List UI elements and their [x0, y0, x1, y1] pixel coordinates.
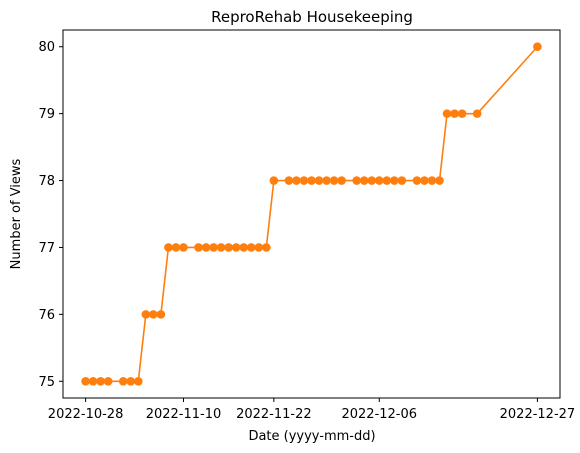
data-point	[179, 243, 188, 252]
data-point	[96, 376, 105, 386]
data-point	[359, 176, 369, 185]
data-point	[134, 376, 143, 386]
y-tick-label: 80	[38, 40, 55, 55]
x-tick-label: 2022-11-10	[146, 407, 222, 422]
data-point	[322, 176, 331, 185]
data-point	[374, 176, 384, 185]
data-point	[149, 310, 158, 319]
data-point	[224, 243, 233, 252]
data-point	[412, 176, 422, 185]
data-point	[141, 310, 151, 319]
data-point	[209, 243, 218, 252]
data-point	[269, 176, 279, 185]
data-point	[442, 109, 452, 118]
y-tick-label: 76	[38, 308, 55, 323]
data-point	[435, 176, 444, 185]
data-point	[367, 176, 377, 185]
series-line	[81, 42, 542, 386]
data-point	[472, 109, 482, 118]
data-point	[284, 176, 294, 185]
data-point	[239, 243, 249, 252]
x-tick-label: 2022-11-22	[236, 407, 312, 422]
data-point	[231, 243, 241, 252]
data-point	[201, 243, 211, 252]
data-point	[103, 376, 113, 386]
data-point	[254, 243, 264, 252]
x-tick-label: 2022-10-28	[48, 407, 124, 422]
data-point	[118, 376, 128, 386]
data-point	[164, 243, 173, 252]
data-point	[156, 310, 166, 319]
data-point	[307, 176, 316, 185]
data-point	[246, 243, 256, 252]
data-point	[329, 176, 339, 185]
y-tick-label: 77	[38, 241, 55, 256]
data-point	[397, 176, 407, 185]
data-point	[88, 376, 98, 386]
x-tick-label: 2022-12-06	[341, 407, 417, 422]
data-point	[450, 109, 459, 118]
x-tick-label: 2022-12-27	[500, 407, 576, 422]
y-tick-label: 79	[38, 107, 55, 122]
data-point	[337, 176, 346, 185]
chart-title: ReproRehab Housekeeping	[211, 8, 413, 26]
data-point	[262, 243, 271, 252]
data-point	[427, 176, 437, 185]
data-point	[299, 176, 309, 185]
data-point	[533, 42, 542, 52]
y-tick-label: 75	[38, 375, 55, 390]
data-point	[194, 243, 203, 252]
x-axis: 2022-10-28 2022-11-10 2022-11-22 2022-12-06…	[48, 398, 575, 422]
data-point	[382, 176, 392, 185]
y-axis-label: Number of Views	[9, 158, 24, 269]
plot-frame	[62, 29, 561, 399]
data-point	[457, 109, 467, 118]
data-point	[314, 176, 324, 185]
data-point	[171, 243, 181, 252]
data-point	[126, 376, 136, 386]
data-point	[352, 176, 361, 185]
data-point	[292, 176, 301, 185]
y-axis: 75 76 77 78 79 80	[38, 40, 63, 390]
data-point	[420, 176, 429, 185]
series-polyline	[85, 46, 539, 383]
x-axis-label: Date (yyyy-mm-dd)	[248, 429, 375, 444]
y-tick-label: 78	[38, 174, 55, 189]
data-point	[81, 376, 90, 386]
data-point	[216, 243, 226, 252]
data-point	[390, 176, 399, 185]
